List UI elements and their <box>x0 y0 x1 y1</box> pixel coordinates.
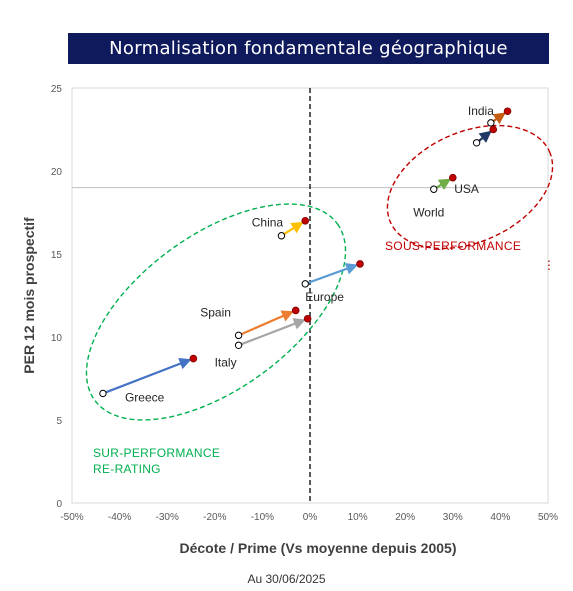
start-point-china <box>277 232 286 240</box>
arrow-china <box>280 221 304 237</box>
end-point-india <box>503 107 512 116</box>
sous-performance-label: SOUS-PERFORMANCE <box>385 239 521 253</box>
series-label-italy: Italy <box>215 355 237 369</box>
series-label-india: India <box>468 104 494 118</box>
start-point-greece <box>99 389 107 398</box>
x-tick-label: 10% <box>348 512 368 523</box>
x-tick-label: 20% <box>395 512 415 523</box>
arrow-greece <box>102 358 192 395</box>
end-point-greece <box>189 354 198 363</box>
x-axis-title: Décote / Prime (Vs moyenne depuis 2005) <box>180 540 457 556</box>
end-point-china <box>301 217 310 225</box>
series-label-europe: Europe <box>305 290 344 304</box>
sur-performance-zone <box>85 203 347 421</box>
chart-title-banner: Normalisation fondamentale géographique <box>68 33 549 64</box>
y-tick-label: 15 <box>51 250 63 261</box>
arrow-spain <box>238 310 294 337</box>
x-tick-label: 30% <box>443 512 463 523</box>
series-label-usa: USA <box>454 182 479 196</box>
arrow-italy <box>238 318 306 347</box>
date-footer: Au 30/06/2025 <box>247 572 326 586</box>
start-point-europe <box>301 280 309 288</box>
series-label-china: China <box>252 216 284 230</box>
x-tick-label: 0% <box>303 512 318 523</box>
end-point-usa <box>489 125 498 134</box>
stray-mark: ⋮ <box>543 258 555 272</box>
x-tick-label: -10% <box>251 512 274 523</box>
start-point-world <box>430 185 438 193</box>
start-point-india <box>487 119 495 127</box>
x-tick-label: -30% <box>156 512 179 523</box>
start-point-spain <box>234 331 243 340</box>
y-tick-label: 10 <box>51 333 63 344</box>
x-tick-label: 50% <box>538 512 558 523</box>
series-label-world: World <box>413 205 444 219</box>
end-point-world <box>448 173 457 182</box>
end-point-italy <box>303 314 312 323</box>
end-point-spain <box>291 306 300 315</box>
x-tick-label: 40% <box>490 512 510 523</box>
series-label-greece: Greece <box>125 390 165 404</box>
sur-performance-label: SUR-PERFORMANCE <box>93 446 220 460</box>
y-tick-label: 5 <box>56 416 62 427</box>
end-point-europe <box>356 260 364 268</box>
y-axis-title: PER 12 mois prospectif <box>21 217 37 374</box>
arrow-europe <box>304 263 359 285</box>
y-tick-label: 20 <box>51 167 63 178</box>
re-rating-label: RE-RATING <box>93 462 161 476</box>
start-point-italy <box>234 341 243 349</box>
series-label-spain: Spain <box>200 305 231 319</box>
x-tick-label: -40% <box>108 512 131 523</box>
x-tick-label: -20% <box>203 512 226 523</box>
y-tick-label: 25 <box>51 84 63 95</box>
x-tick-label: -50% <box>60 512 83 523</box>
start-point-usa <box>472 139 481 147</box>
chart-title: Normalisation fondamentale géographique <box>109 38 508 59</box>
sous-performance-zone <box>386 124 554 250</box>
y-tick-label: 0 <box>56 499 62 510</box>
